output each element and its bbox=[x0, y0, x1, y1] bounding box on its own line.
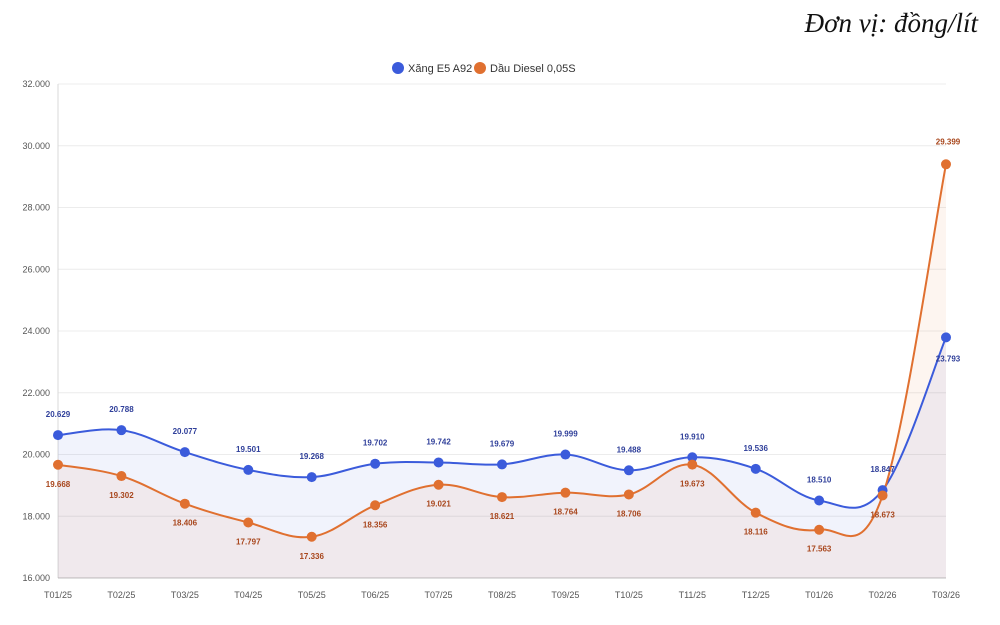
data-label: 17.336 bbox=[299, 552, 324, 561]
data-label: 18.116 bbox=[744, 528, 769, 537]
data-point[interactable] bbox=[433, 479, 444, 490]
unit-note: Đơn vị: đồng/lít bbox=[804, 8, 978, 38]
data-point[interactable] bbox=[941, 332, 951, 343]
data-point[interactable] bbox=[497, 492, 507, 503]
data-point[interactable] bbox=[370, 458, 381, 469]
data-label: 18.764 bbox=[553, 508, 578, 517]
data-point[interactable] bbox=[560, 449, 571, 460]
legend-label: Xăng E5 A92 bbox=[408, 63, 472, 75]
data-point[interactable] bbox=[53, 430, 63, 441]
x-tick-label: T04/25 bbox=[234, 590, 262, 600]
data-label: 19.679 bbox=[490, 439, 515, 448]
data-label: 19.910 bbox=[680, 432, 705, 441]
y-tick-label: 20.000 bbox=[22, 450, 50, 460]
data-point[interactable] bbox=[687, 459, 698, 470]
data-point[interactable] bbox=[687, 452, 698, 463]
x-tick-label: T12/25 bbox=[742, 590, 770, 600]
legend-label: Dầu Diesel 0,05S bbox=[490, 63, 576, 75]
x-tick-label: T06/25 bbox=[361, 590, 389, 600]
data-point[interactable] bbox=[623, 489, 634, 500]
data-label: 18.706 bbox=[617, 509, 642, 518]
y-axis: 16.000 18.000 20.000 22.000 24.000 26.000 28.0… bbox=[22, 79, 59, 583]
x-tick-label: T07/25 bbox=[425, 590, 453, 600]
series-areas bbox=[58, 164, 946, 579]
data-label: 18.406 bbox=[173, 519, 198, 528]
y-tick-label: 24.000 bbox=[22, 326, 50, 336]
data-label: 29.399 bbox=[936, 137, 961, 146]
data-label: 19.488 bbox=[617, 445, 642, 454]
y-tick-label: 28.000 bbox=[22, 203, 50, 213]
data-label: 20.077 bbox=[173, 427, 198, 436]
x-tick-label: T03/25 bbox=[171, 590, 199, 600]
legend[interactable]: Xăng E5 A92 Dầu Diesel 0,05S bbox=[392, 62, 576, 75]
x-axis: T01/25 T02/25 T03/25 T04/25 T05/25 T06/25 T07/… bbox=[44, 577, 960, 600]
data-point[interactable] bbox=[941, 159, 951, 170]
data-point[interactable] bbox=[877, 490, 888, 501]
data-point[interactable] bbox=[53, 459, 63, 470]
series-line-1 bbox=[57, 164, 947, 539]
data-label: 20.788 bbox=[109, 405, 134, 414]
x-tick-label: T01/25 bbox=[44, 590, 72, 600]
data-point[interactable] bbox=[243, 517, 254, 528]
y-tick-label: 18.000 bbox=[22, 511, 50, 521]
x-tick-label: T02/25 bbox=[107, 590, 135, 600]
data-point[interactable] bbox=[116, 425, 127, 436]
x-tick-label: T03/26 bbox=[932, 590, 960, 600]
data-labels: 20.629 20.788 20.077 19.501 19.268 19.702 19.7… bbox=[46, 137, 961, 560]
data-point[interactable] bbox=[560, 487, 571, 498]
data-label: 19.536 bbox=[743, 444, 768, 453]
data-label: 19.302 bbox=[109, 491, 134, 500]
data-label: 18.510 bbox=[807, 476, 832, 485]
series-area-1 bbox=[58, 164, 946, 579]
data-label: 19.021 bbox=[426, 500, 451, 509]
data-label: 19.501 bbox=[236, 445, 261, 454]
y-tick-label: 32.000 bbox=[22, 79, 50, 89]
data-label: 19.668 bbox=[46, 480, 71, 489]
data-point[interactable] bbox=[623, 465, 634, 476]
data-label: 18.673 bbox=[870, 510, 895, 519]
data-point[interactable] bbox=[306, 531, 317, 542]
legend-marker bbox=[392, 62, 404, 74]
x-tick-label: T11/25 bbox=[679, 590, 706, 600]
data-point[interactable] bbox=[179, 498, 190, 509]
y-tick-label: 26.000 bbox=[22, 264, 50, 274]
data-label: 19.999 bbox=[553, 430, 578, 439]
data-point[interactable] bbox=[750, 463, 761, 474]
data-label: 20.629 bbox=[46, 410, 71, 419]
data-point[interactable] bbox=[433, 457, 444, 468]
data-point[interactable] bbox=[370, 500, 381, 511]
y-tick-label: 30.000 bbox=[22, 141, 50, 151]
x-tick-label: T09/25 bbox=[551, 590, 579, 600]
legend-marker bbox=[474, 62, 486, 74]
data-point[interactable] bbox=[497, 459, 507, 470]
data-point[interactable] bbox=[116, 471, 127, 482]
data-point[interactable] bbox=[243, 464, 254, 475]
data-label: 19.742 bbox=[426, 437, 451, 446]
data-label: 17.563 bbox=[807, 545, 832, 554]
data-point[interactable] bbox=[814, 495, 825, 506]
data-label: 19.702 bbox=[363, 439, 388, 448]
data-point[interactable] bbox=[179, 447, 190, 458]
series-area-0 bbox=[58, 337, 946, 578]
x-tick-label: T10/25 bbox=[615, 590, 643, 600]
data-label: 19.673 bbox=[680, 480, 705, 489]
data-label: 17.797 bbox=[236, 538, 261, 547]
data-label: 18.356 bbox=[363, 520, 388, 529]
data-label: 18.621 bbox=[490, 512, 515, 521]
data-label: 19.268 bbox=[299, 452, 324, 461]
y-tick-label: 16.000 bbox=[22, 573, 50, 583]
data-point[interactable] bbox=[814, 524, 825, 535]
data-point[interactable] bbox=[306, 472, 317, 483]
x-tick-label: T01/26 bbox=[805, 590, 833, 600]
x-tick-label: T05/25 bbox=[298, 590, 326, 600]
y-tick-label: 22.000 bbox=[22, 388, 50, 398]
data-label: 23.793 bbox=[936, 354, 961, 363]
x-tick-label: T08/25 bbox=[488, 590, 516, 600]
x-tick-label: T02/26 bbox=[869, 590, 897, 600]
data-point[interactable] bbox=[750, 507, 761, 518]
data-label: 18.847 bbox=[870, 465, 895, 474]
series-points bbox=[53, 159, 951, 542]
